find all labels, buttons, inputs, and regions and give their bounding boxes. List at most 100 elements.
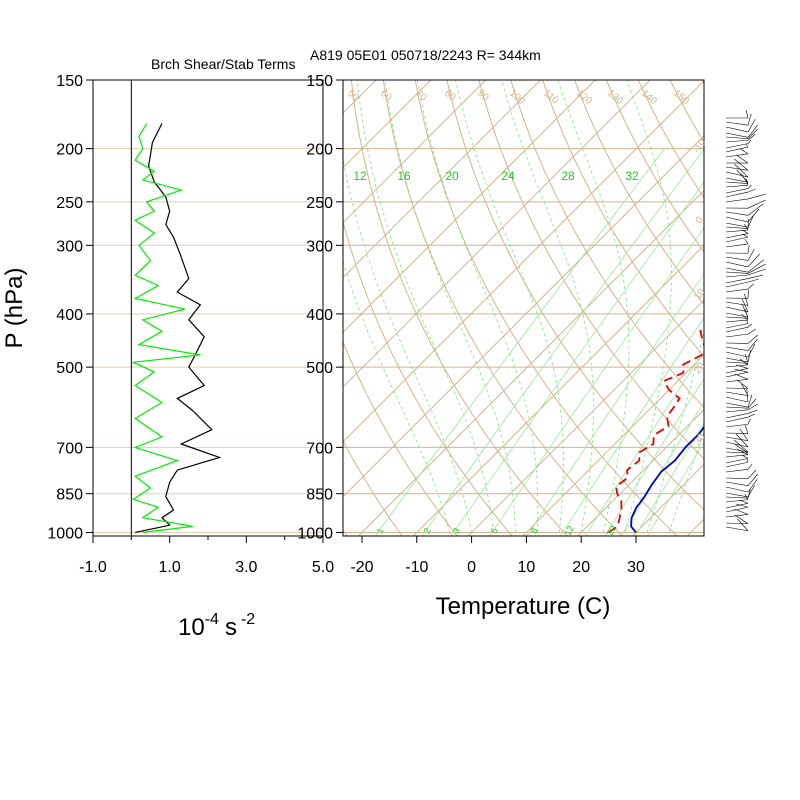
wind-barb: [725, 454, 749, 458]
wind-barb: [725, 441, 749, 448]
mixing-ratio-line: [374, 148, 666, 536]
shear-term-line: [135, 123, 222, 533]
wind-barb: [725, 357, 749, 363]
isotherm-line: [357, 189, 704, 536]
wind-barb: [725, 406, 749, 409]
dry-adiabat-line: [637, 80, 704, 199]
wind-barb: [744, 308, 749, 319]
wind-barb: [725, 132, 749, 138]
x-tick-label: 5.0: [312, 559, 334, 576]
shear-panel-y-ticks: 150 200 250 300 400 500 700 850 1000: [47, 73, 93, 542]
moist-adiabat-line: [356, 80, 494, 533]
wind-barb: [747, 328, 756, 335]
wind-barb: [739, 358, 749, 366]
wind-barb: [725, 126, 749, 133]
wind-barb: [725, 326, 749, 333]
wind-barb: [725, 278, 749, 284]
wind-barb: [747, 248, 755, 261]
y-axis-label: P (hPa): [1, 268, 28, 349]
x-tick-label: 1.0: [159, 559, 181, 576]
wind-barb: [725, 181, 749, 184]
x-tick-label: 20: [572, 559, 590, 576]
wind-barb: [734, 373, 749, 380]
wind-barb: [725, 184, 749, 188]
wind-barb: [725, 368, 749, 374]
wind-barb: [725, 436, 749, 441]
shear-panel-x-ticks: -1.0 1.0 3.0 5.0: [79, 536, 334, 576]
moist-adiabat-line: [557, 80, 630, 533]
dry-adiabat-line: [446, 80, 704, 511]
mixing-ratio-label: 2: [422, 526, 433, 535]
y-tick-label: 1000: [47, 525, 83, 542]
dry-adiabat-line: [542, 80, 704, 358]
wind-barb: [725, 288, 749, 293]
wind-barb: [747, 473, 759, 486]
isotherm-line: [522, 354, 704, 536]
wind-barb: [747, 413, 755, 418]
wind-barb: [725, 346, 749, 351]
wind-barb: [747, 133, 756, 141]
wind-barb: [725, 229, 749, 233]
wind-barb: [725, 496, 749, 499]
dry-adiabat-line: [343, 439, 403, 536]
dry-adiabat-line: [343, 528, 348, 536]
y-tick-label: 150: [56, 73, 83, 90]
isotherm-line: [0, 64, 338, 542]
isotherm-line: [343, 80, 487, 224]
wind-barb: [725, 492, 749, 498]
wind-barb: [725, 413, 749, 419]
wind-barb: [747, 283, 754, 290]
wind-barb: [747, 488, 751, 499]
x-tick-label: -20: [350, 559, 373, 576]
wind-barb: [745, 353, 749, 364]
x-tick-label: 10: [518, 559, 536, 576]
wind-barb: [746, 388, 749, 403]
wind-barb: [741, 298, 749, 313]
skewt-profiles: [608, 327, 704, 534]
moist-adiabat-line: [624, 80, 672, 533]
wind-barb: [735, 433, 749, 448]
x-tick-label: 30: [627, 559, 645, 576]
isotherm-line: [791, 64, 800, 542]
wind-barb: [725, 323, 749, 329]
mixing-ratio-line: [647, 441, 704, 536]
mixing-ratio-line: [489, 227, 704, 536]
wind-barb: [725, 402, 749, 408]
mixing-ratio-line: [450, 181, 704, 536]
wind-barb: [747, 418, 751, 425]
wind-barb: [725, 198, 749, 203]
isotherm-line: [736, 64, 800, 542]
wind-barb: [736, 379, 749, 389]
mixing-ratio-line: [604, 378, 704, 536]
wind-barb: [747, 244, 750, 254]
isotherm-line: [343, 80, 651, 388]
stability-term-line: [131, 123, 201, 533]
wind-barb: [725, 387, 749, 389]
wind-barb: [747, 259, 764, 273]
wind-barb: [734, 514, 749, 525]
wind-barb: [747, 214, 754, 228]
skewt-panel-frame: [342, 79, 705, 537]
moist-adiabat-line: [668, 429, 704, 533]
x-axis-label-base: 10: [178, 614, 205, 641]
wind-barb: [725, 281, 749, 288]
wind-barb: [725, 261, 749, 268]
wind-barb: [725, 316, 749, 319]
wind-barb: [725, 447, 749, 453]
dry-adiabat-line: [343, 219, 513, 536]
wind-barb: [725, 301, 749, 306]
x-tick-label: 0: [467, 559, 476, 576]
wind-barb: [741, 313, 749, 321]
wind-barb: [747, 199, 766, 209]
wind-barb: [733, 508, 749, 515]
dry-adiabat-label: 150: [671, 88, 691, 107]
wind-barb: [740, 148, 749, 155]
wind-barb: [725, 136, 749, 139]
wind-barb: [745, 178, 749, 186]
shear-panel-series: [131, 123, 222, 533]
wind-barb: [725, 371, 749, 378]
y-tick-label: 150: [306, 73, 333, 90]
wind-barb: [725, 351, 749, 358]
